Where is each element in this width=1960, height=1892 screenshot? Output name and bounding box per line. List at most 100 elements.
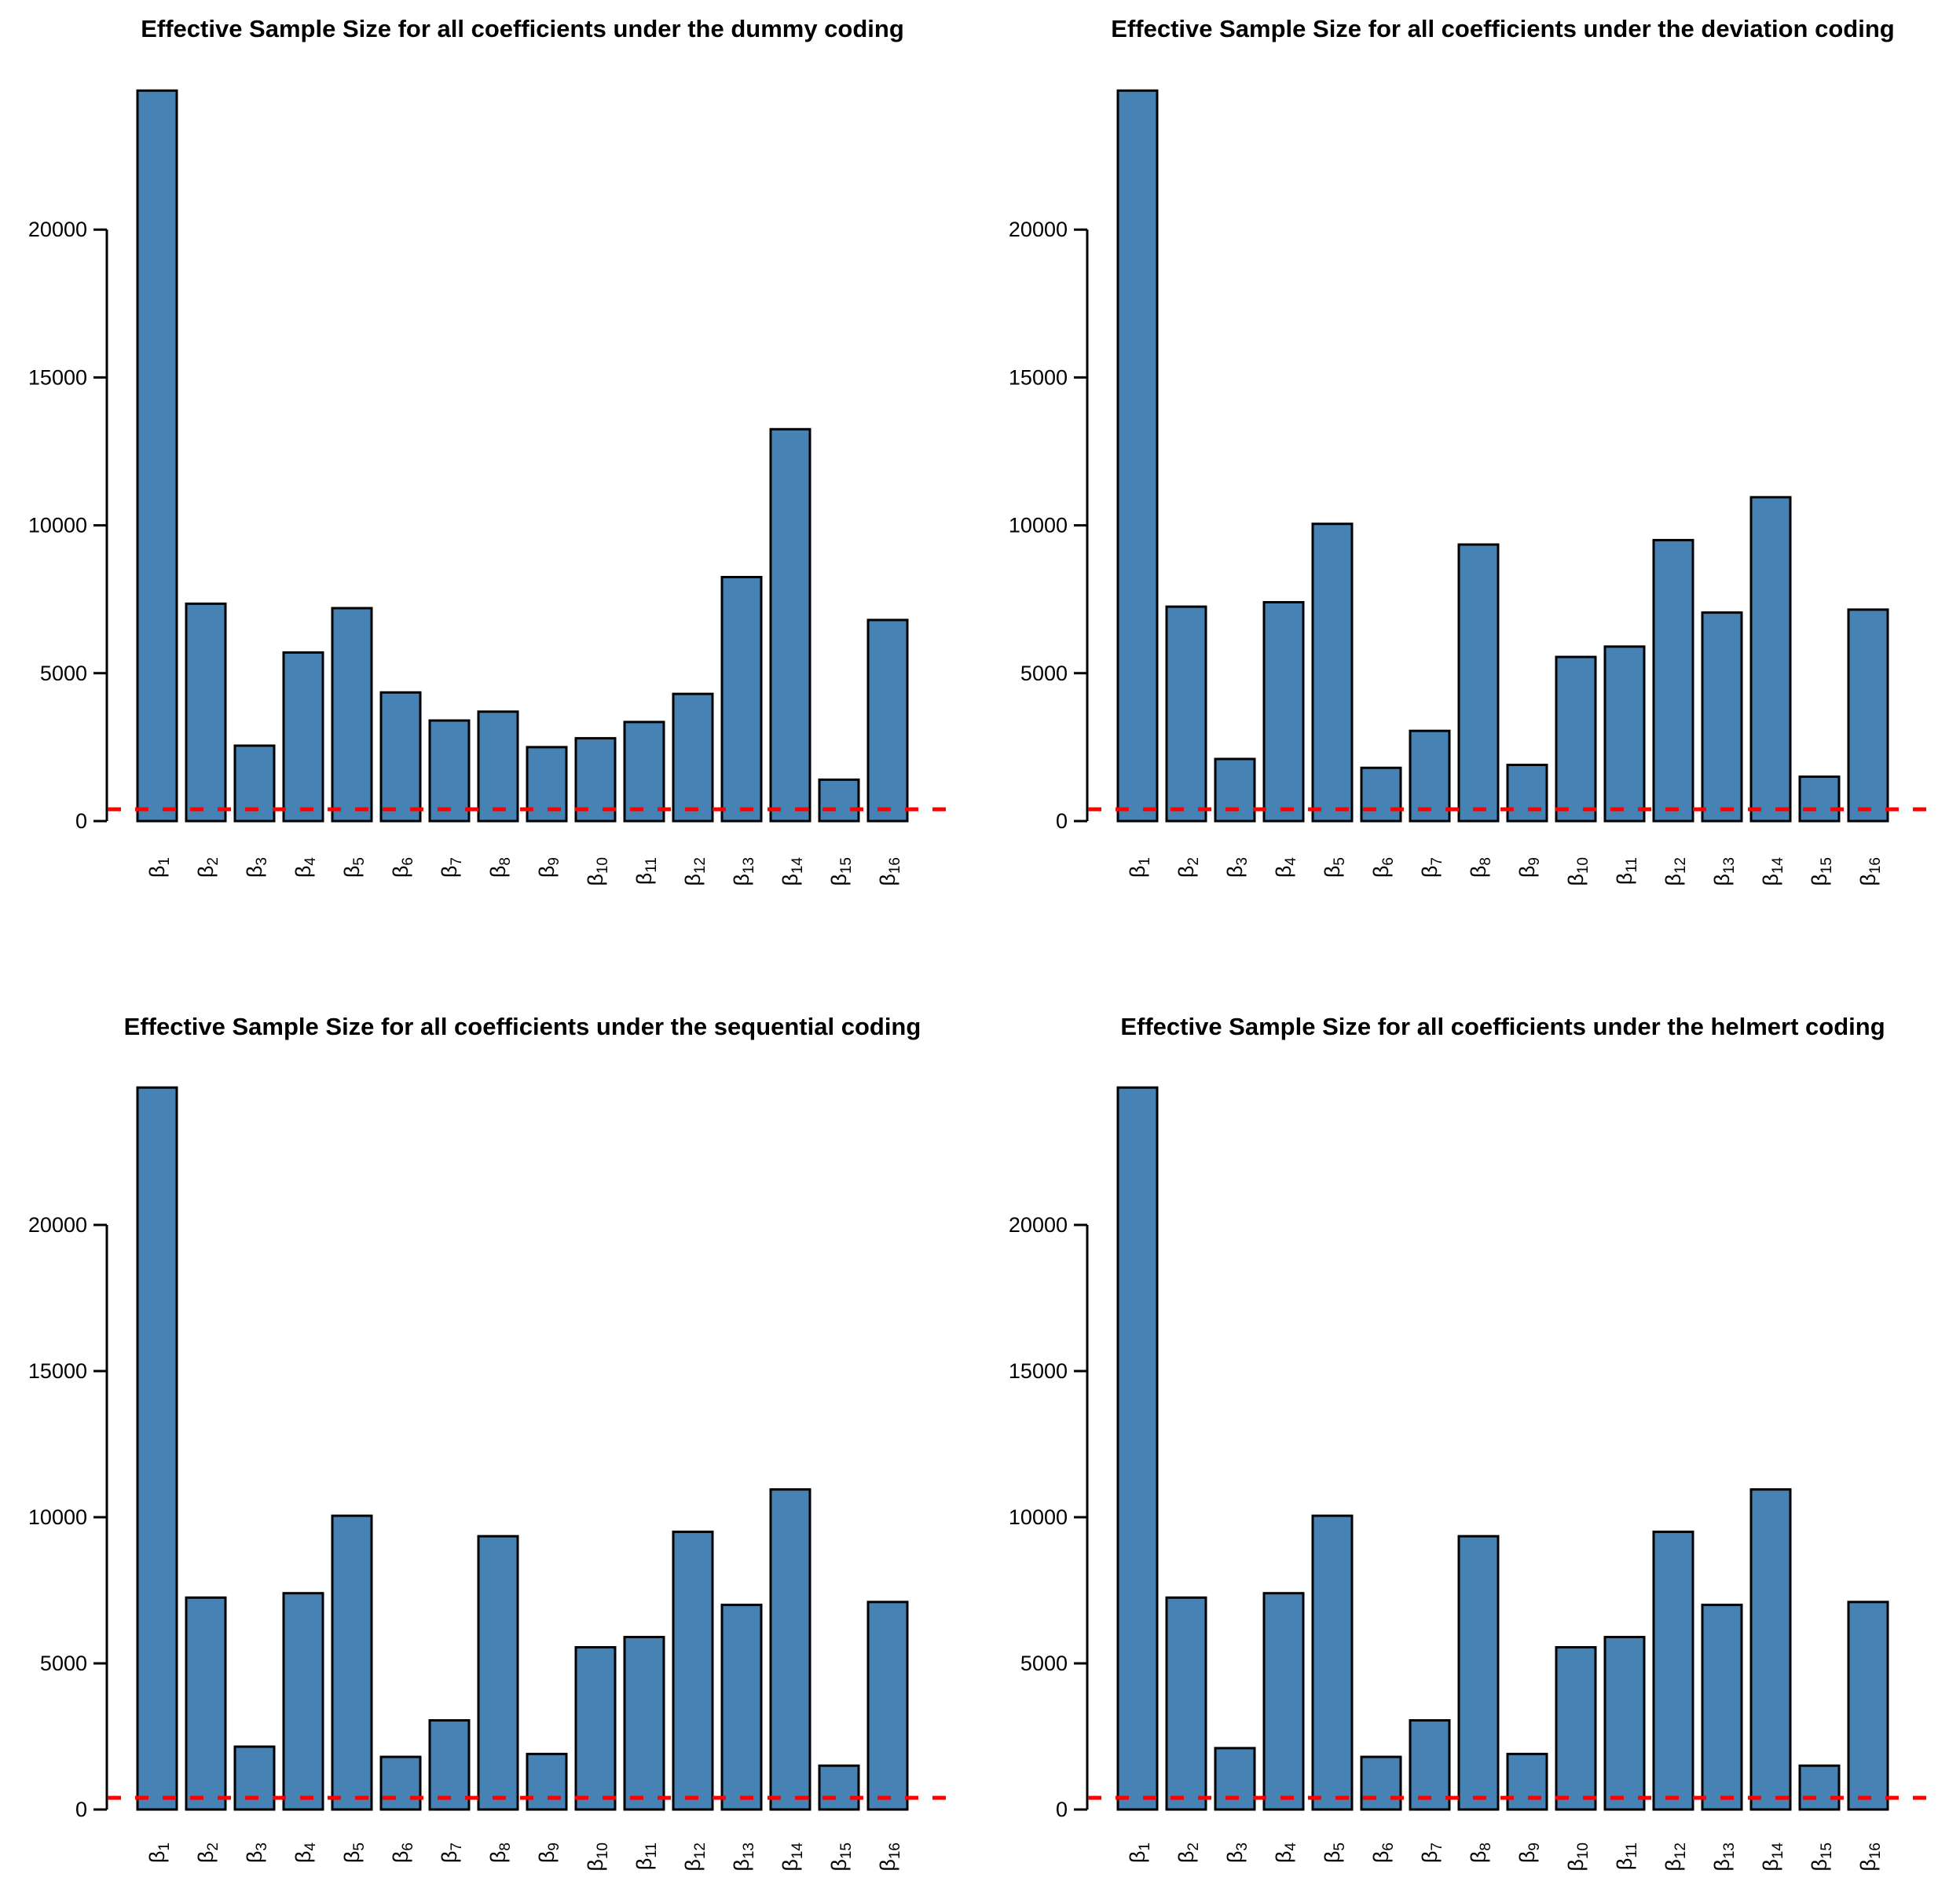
bar-beta-12 <box>672 692 714 823</box>
bar-beta-15 <box>1798 776 1841 823</box>
bar-beta-14 <box>769 427 811 823</box>
x-tick-label-beta-6: β6 <box>1369 857 1397 878</box>
x-tick-label-beta-11: β11 <box>632 1842 660 1870</box>
y-tick-label: 20000 <box>28 218 87 241</box>
y-tick-label: 20000 <box>1009 1213 1068 1237</box>
x-tick-label-beta-1: β1 <box>145 1842 173 1863</box>
x-tick-label-beta-15: β15 <box>827 1842 855 1872</box>
bar-beta-11 <box>623 720 665 823</box>
x-tick-label-beta-10: β10 <box>1564 857 1592 886</box>
bar-beta-16 <box>1847 1600 1889 1811</box>
x-tick-label-beta-7: β7 <box>1418 1842 1445 1863</box>
bar-beta-14 <box>769 1488 811 1811</box>
bar-beta-14 <box>1749 1488 1792 1811</box>
bar-beta-9 <box>1506 763 1548 823</box>
x-tick-label-beta-2: β2 <box>1174 1842 1202 1863</box>
y-tick-label: 10000 <box>28 514 87 537</box>
y-tick-label: 5000 <box>1020 662 1068 685</box>
x-tick-label-beta-2: β2 <box>194 1842 222 1863</box>
chart-panel-sequential: 0 5000 10000 15000 20000 β1 β2 β3 β4 β5 β6 β7 β8 β9 β1… <box>28 1086 955 1872</box>
y-tick-label: 5000 <box>40 662 87 685</box>
bar-beta-2 <box>1165 1596 1207 1811</box>
x-tick-label-beta-15: β15 <box>1808 1842 1835 1872</box>
bar-beta-10 <box>574 1646 617 1811</box>
x-tick-label-beta-15: β15 <box>827 857 855 886</box>
x-tick-label-beta-12: β12 <box>681 857 709 886</box>
bar-beta-2 <box>1165 605 1207 823</box>
bar-beta-8 <box>477 1534 519 1811</box>
x-tick-label-beta-14: β14 <box>1759 857 1786 886</box>
chart-title-deviation: Effective Sample Size for all coefficien… <box>1111 15 1894 42</box>
bar-beta-11 <box>1603 1636 1646 1811</box>
x-tick-label-beta-6: β6 <box>389 857 416 878</box>
bar-beta-12 <box>1652 1531 1694 1811</box>
x-tick-label-beta-6: β6 <box>1369 1842 1397 1863</box>
x-tick-label-beta-13: β13 <box>1710 857 1738 886</box>
bar-beta-8 <box>1457 1534 1500 1811</box>
y-tick-label: 15000 <box>1009 1359 1068 1383</box>
x-tick-label-beta-9: β9 <box>1515 857 1543 878</box>
x-tick-label-beta-10: β10 <box>1564 1842 1592 1872</box>
x-tick-label-beta-16: β16 <box>1856 857 1884 886</box>
x-tick-label-beta-4: β4 <box>1272 1842 1299 1864</box>
bar-beta-10 <box>1555 1646 1597 1811</box>
x-tick-label-beta-15: β15 <box>1808 857 1835 886</box>
x-tick-label-beta-14: β14 <box>1759 1842 1786 1872</box>
bar-beta-16 <box>1847 608 1889 823</box>
bar-beta-13 <box>1701 1604 1743 1811</box>
x-tick-label-beta-12: β12 <box>681 1842 709 1872</box>
x-tick-label-beta-6: β6 <box>389 1842 416 1863</box>
bar-beta-4 <box>282 1592 324 1811</box>
x-tick-label-beta-4: β4 <box>291 1842 319 1864</box>
y-tick-label: 0 <box>1056 809 1068 833</box>
bar-beta-6 <box>379 1755 422 1811</box>
x-tick-label-beta-14: β14 <box>779 857 806 886</box>
y-tick-label: 5000 <box>1020 1652 1068 1675</box>
bar-beta-6 <box>379 691 422 823</box>
y-tick-label: 10000 <box>1009 1505 1068 1529</box>
y-tick-label: 0 <box>75 1798 87 1821</box>
y-tick-label: 20000 <box>28 1213 87 1237</box>
bar-beta-2 <box>185 1596 227 1811</box>
bar-beta-13 <box>720 575 763 823</box>
x-tick-label-beta-8: β8 <box>1467 1842 1494 1863</box>
bar-beta-1 <box>136 89 178 823</box>
y-tick-label: 5000 <box>40 1652 87 1675</box>
bar-beta-11 <box>1603 645 1646 823</box>
bar-beta-1 <box>136 1086 178 1811</box>
bar-beta-3 <box>233 1745 276 1811</box>
chart-panel-helmert: 0 5000 10000 15000 20000 β1 β2 β3 β4 β5 β6 β7 β8 β9 β1… <box>1009 1086 1936 1872</box>
bar-beta-16 <box>866 1600 909 1811</box>
bar-beta-7 <box>428 719 471 823</box>
x-tick-label-beta-5: β5 <box>1321 857 1348 878</box>
y-tick-label: 10000 <box>1009 514 1068 537</box>
x-tick-label-beta-8: β8 <box>1467 857 1494 878</box>
x-tick-label-beta-11: β11 <box>1613 857 1640 885</box>
y-tick-label: 10000 <box>28 1505 87 1529</box>
x-tick-label-beta-1: β1 <box>1126 1842 1153 1863</box>
x-tick-label-beta-10: β10 <box>584 857 611 886</box>
x-tick-label-beta-12: β12 <box>1661 1842 1689 1872</box>
bar-beta-5 <box>331 607 373 823</box>
x-tick-label-beta-5: β5 <box>1321 1842 1348 1863</box>
bar-beta-1 <box>1116 89 1159 823</box>
x-tick-label-beta-9: β9 <box>535 857 562 878</box>
x-tick-label-beta-12: β12 <box>1661 857 1689 886</box>
x-tick-label-beta-13: β13 <box>1710 1842 1738 1872</box>
y-tick-label: 15000 <box>28 1359 87 1383</box>
y-tick-label: 0 <box>75 809 87 833</box>
x-tick-label-beta-1: β1 <box>1126 857 1153 878</box>
chart-panel-deviation: 0 5000 10000 15000 20000 β1 β2 β3 β4 β5 β6 β7 β8 β9 β1… <box>1009 89 1936 886</box>
bar-beta-4 <box>1262 1592 1305 1811</box>
x-tick-label-beta-7: β7 <box>1418 857 1445 878</box>
x-tick-label-beta-7: β7 <box>438 1842 465 1863</box>
x-tick-label-beta-16: β16 <box>876 857 903 886</box>
x-tick-label-beta-16: β16 <box>1856 1842 1884 1872</box>
bar-beta-5 <box>331 1514 373 1811</box>
x-tick-label-beta-5: β5 <box>340 857 368 878</box>
x-tick-label-beta-11: β11 <box>1613 1842 1640 1870</box>
x-tick-label-beta-9: β9 <box>1515 1842 1543 1863</box>
chart-title-dummy: Effective Sample Size for all coefficien… <box>141 15 904 42</box>
